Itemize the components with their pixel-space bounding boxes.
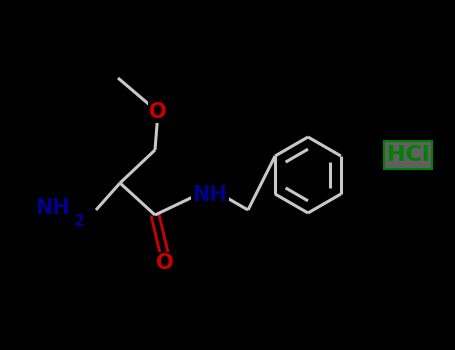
FancyBboxPatch shape — [384, 141, 432, 169]
Text: O: O — [149, 102, 167, 122]
Text: HCl: HCl — [387, 145, 429, 165]
Text: O: O — [156, 253, 174, 273]
Text: 2: 2 — [74, 214, 85, 229]
Text: NH: NH — [192, 185, 228, 205]
Text: NH: NH — [35, 198, 70, 218]
